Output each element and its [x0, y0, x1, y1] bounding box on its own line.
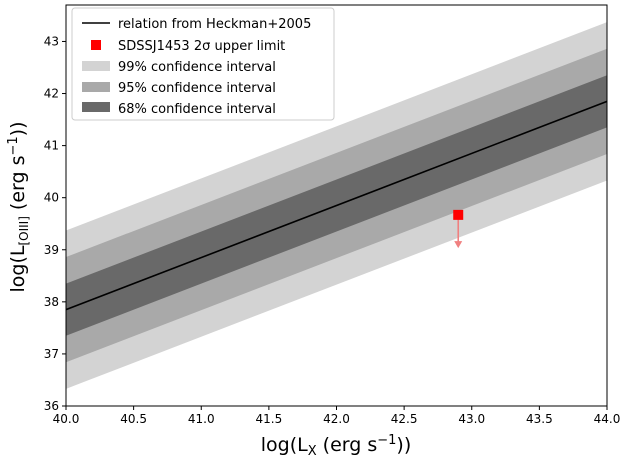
legend-band-swatch-99	[82, 61, 110, 71]
x-tick-label: 40.5	[120, 412, 147, 426]
legend: relation from Heckman+2005 SDSSJ1453 2σ …	[71, 7, 335, 121]
x-tick-label: 43.0	[458, 412, 485, 426]
legend-label-band-95: 95% confidence interval	[118, 81, 276, 96]
x-tick-label: 44.0	[594, 412, 621, 426]
x-tick-label: 42.0	[323, 412, 350, 426]
upper-limit-arrow-head	[454, 241, 463, 249]
x-axis-label: log(LX (erg s−1))	[261, 433, 412, 459]
x-tick-label: 41.5	[256, 412, 283, 426]
x-tick-label: 42.5	[391, 412, 418, 426]
legend-band-swatch-68	[82, 102, 110, 112]
legend-entry-band-68: 68% confidence interval	[82, 102, 276, 117]
legend-label-relation: relation from Heckman+2005	[118, 17, 311, 32]
relation-line	[66, 100, 607, 311]
y-tick-label: 40	[44, 191, 59, 205]
y-tick-label: 36	[44, 399, 59, 413]
legend-band-swatch-95	[82, 82, 110, 92]
plot-area	[66, 22, 607, 389]
plot-clip-group	[66, 22, 607, 389]
x-tick-label: 40.0	[53, 412, 80, 426]
legend-entry-upper-limit: SDSSJ1453 2σ upper limit	[91, 39, 285, 54]
axes: 40.0 40.5 41.0 41.5 42.0 42.5 43.0 43.5 44.0 36 37…	[44, 4, 621, 426]
legend-entry-band-99: 99% confidence interval	[82, 60, 276, 75]
x-tick-label: 41.0	[188, 412, 215, 426]
x-tick-label: 43.5	[526, 412, 553, 426]
upper-limit-marker	[453, 209, 464, 220]
legend-label-upper-limit: SDSSJ1453 2σ upper limit	[118, 39, 285, 54]
y-tick-label: 41	[44, 139, 59, 153]
legend-label-band-99: 99% confidence interval	[118, 60, 276, 75]
legend-marker-swatch	[91, 40, 101, 50]
legend-entry-band-95: 95% confidence interval	[82, 81, 276, 96]
y-tick-label: 39	[44, 243, 59, 257]
y-tick-label: 37	[44, 347, 59, 361]
y-tick-label: 42	[44, 87, 59, 101]
y-tick-label: 43	[44, 34, 59, 48]
legend-frame	[71, 7, 335, 121]
legend-entry-relation: relation from Heckman+2005	[82, 17, 311, 32]
y-tick-label: 38	[44, 295, 59, 309]
legend-label-band-68: 68% confidence interval	[118, 102, 276, 117]
y-axis-label: log(L[OIII] (erg s−1))	[6, 121, 31, 292]
